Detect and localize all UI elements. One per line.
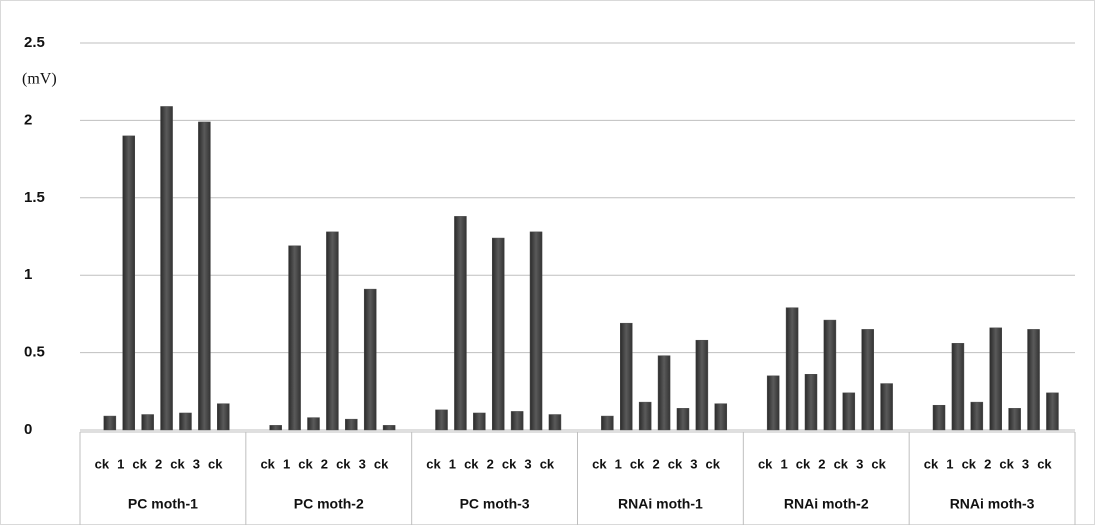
x-tick-label: 3 (856, 456, 863, 471)
bar (198, 121, 211, 431)
x-tick-label: 2 (818, 456, 825, 471)
x-tick-label: 3 (1022, 456, 1029, 471)
bar (454, 216, 467, 431)
x-tick-label: ck (95, 456, 110, 471)
x-tick-label: 3 (690, 456, 697, 471)
bar (1046, 392, 1059, 431)
x-tick-label: ck (208, 456, 223, 471)
bar (695, 339, 709, 431)
x-tick-label: ck (260, 456, 275, 471)
bar (491, 237, 505, 431)
x-tick-label: 1 (117, 456, 124, 471)
x-tick-label: ck (426, 456, 441, 471)
bar (160, 106, 173, 431)
group-label: RNAi moth-2 (784, 496, 869, 512)
group-label: PC moth-3 (460, 496, 530, 512)
x-tick-label: 2 (984, 456, 991, 471)
x-tick-label: ck (999, 456, 1014, 471)
x-tick-label: ck (502, 456, 517, 471)
bar (122, 135, 136, 431)
bar (510, 411, 524, 431)
x-tick-label: 1 (283, 456, 290, 471)
bar (970, 401, 984, 431)
x-tick-label: 3 (524, 456, 531, 471)
x-tick-label: 2 (155, 456, 162, 471)
bar (951, 343, 965, 431)
x-tick-label: ck (834, 456, 849, 471)
x-tick-label: ck (668, 456, 683, 471)
bar (804, 374, 818, 431)
x-tick-label: 2 (652, 456, 659, 471)
bar (676, 408, 690, 431)
bar (785, 307, 799, 431)
bar (326, 231, 339, 431)
bar (345, 418, 358, 431)
x-tick-label: ck (758, 456, 773, 471)
y-tick-label: 2.5 (24, 34, 45, 51)
bar (989, 327, 1002, 431)
bar (435, 409, 448, 431)
bar (1027, 329, 1040, 431)
x-tick-label: ck (336, 456, 351, 471)
bar (103, 415, 117, 431)
x-tick-label: 3 (193, 456, 200, 471)
x-tick-label: ck (374, 456, 389, 471)
x-tick-label: ck (796, 456, 811, 471)
x-tick-label: ck (132, 456, 147, 471)
group-label: PC moth-1 (128, 496, 198, 512)
x-tick-label: ck (871, 456, 886, 471)
bar (657, 355, 671, 431)
y-tick-label: 1.5 (24, 189, 45, 206)
x-tick-label: 2 (321, 456, 328, 471)
x-tick-label: ck (540, 456, 555, 471)
x-tick-label: 1 (780, 456, 787, 471)
x-tick-label: ck (592, 456, 607, 471)
x-tick-label: ck (464, 456, 479, 471)
x-tick-label: 1 (615, 456, 622, 471)
y-tick-label: 0.5 (24, 344, 45, 361)
bar (714, 403, 728, 431)
bar (861, 329, 874, 431)
y-tick-label: 0 (24, 421, 32, 438)
x-tick-label: ck (170, 456, 185, 471)
bar (766, 375, 780, 431)
group-label: RNAi moth-1 (618, 496, 703, 512)
bar (363, 288, 377, 431)
bar (620, 322, 633, 431)
bar (823, 319, 837, 431)
bar (601, 415, 614, 431)
y-tick-label: 1 (24, 266, 32, 283)
bar (269, 425, 282, 431)
x-tick-label: ck (924, 456, 939, 471)
bar (842, 392, 856, 431)
bar (473, 412, 486, 431)
x-tick-label: 1 (449, 456, 456, 471)
bar (179, 412, 192, 431)
bar (529, 231, 543, 431)
x-tick-label: ck (706, 456, 721, 471)
bar (307, 417, 320, 431)
bar (141, 414, 154, 431)
y-axis-label: (mV) (22, 71, 57, 88)
bar (548, 414, 562, 431)
x-tick-label: 1 (946, 456, 953, 471)
bar (638, 401, 652, 431)
bar (932, 404, 946, 431)
bar (382, 425, 396, 431)
x-tick-label: ck (1037, 456, 1052, 471)
bar (1008, 408, 1021, 431)
bar (288, 245, 301, 431)
bar (880, 383, 893, 431)
y-tick-label: 2 (24, 111, 32, 128)
x-tick-label: ck (962, 456, 977, 471)
x-tick-label: 3 (359, 456, 366, 471)
bar (217, 403, 230, 431)
x-tick-label: ck (630, 456, 645, 471)
x-tick-label: 2 (487, 456, 494, 471)
x-tick-label: ck (298, 456, 313, 471)
group-label: PC moth-2 (294, 496, 364, 512)
group-label: RNAi moth-3 (950, 496, 1035, 512)
